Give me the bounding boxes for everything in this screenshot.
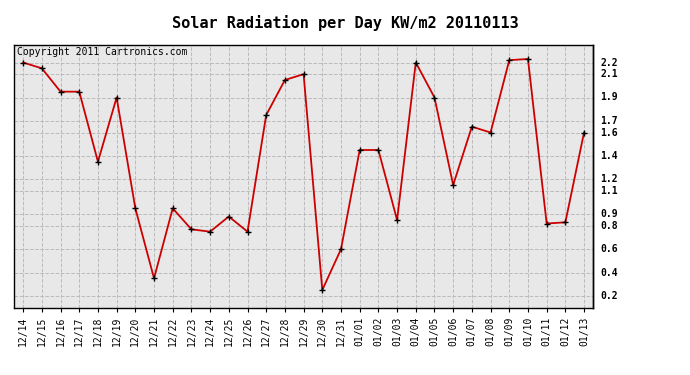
Text: 0.8: 0.8 bbox=[600, 221, 618, 231]
Text: 0.6: 0.6 bbox=[600, 244, 618, 254]
Text: 2.1: 2.1 bbox=[600, 69, 618, 79]
Text: Copyright 2011 Cartronics.com: Copyright 2011 Cartronics.com bbox=[17, 47, 188, 57]
Text: 1.1: 1.1 bbox=[600, 186, 618, 196]
Text: 1.9: 1.9 bbox=[600, 93, 618, 102]
Text: Solar Radiation per Day KW/m2 20110113: Solar Radiation per Day KW/m2 20110113 bbox=[172, 15, 518, 31]
Text: 1.2: 1.2 bbox=[600, 174, 618, 184]
Text: 0.9: 0.9 bbox=[600, 209, 618, 219]
Text: 2.2: 2.2 bbox=[600, 57, 618, 68]
Text: 0.4: 0.4 bbox=[600, 267, 618, 278]
Text: 0.2: 0.2 bbox=[600, 291, 618, 301]
Text: 1.4: 1.4 bbox=[600, 151, 618, 161]
Text: 1.6: 1.6 bbox=[600, 128, 618, 138]
Text: 1.7: 1.7 bbox=[600, 116, 618, 126]
